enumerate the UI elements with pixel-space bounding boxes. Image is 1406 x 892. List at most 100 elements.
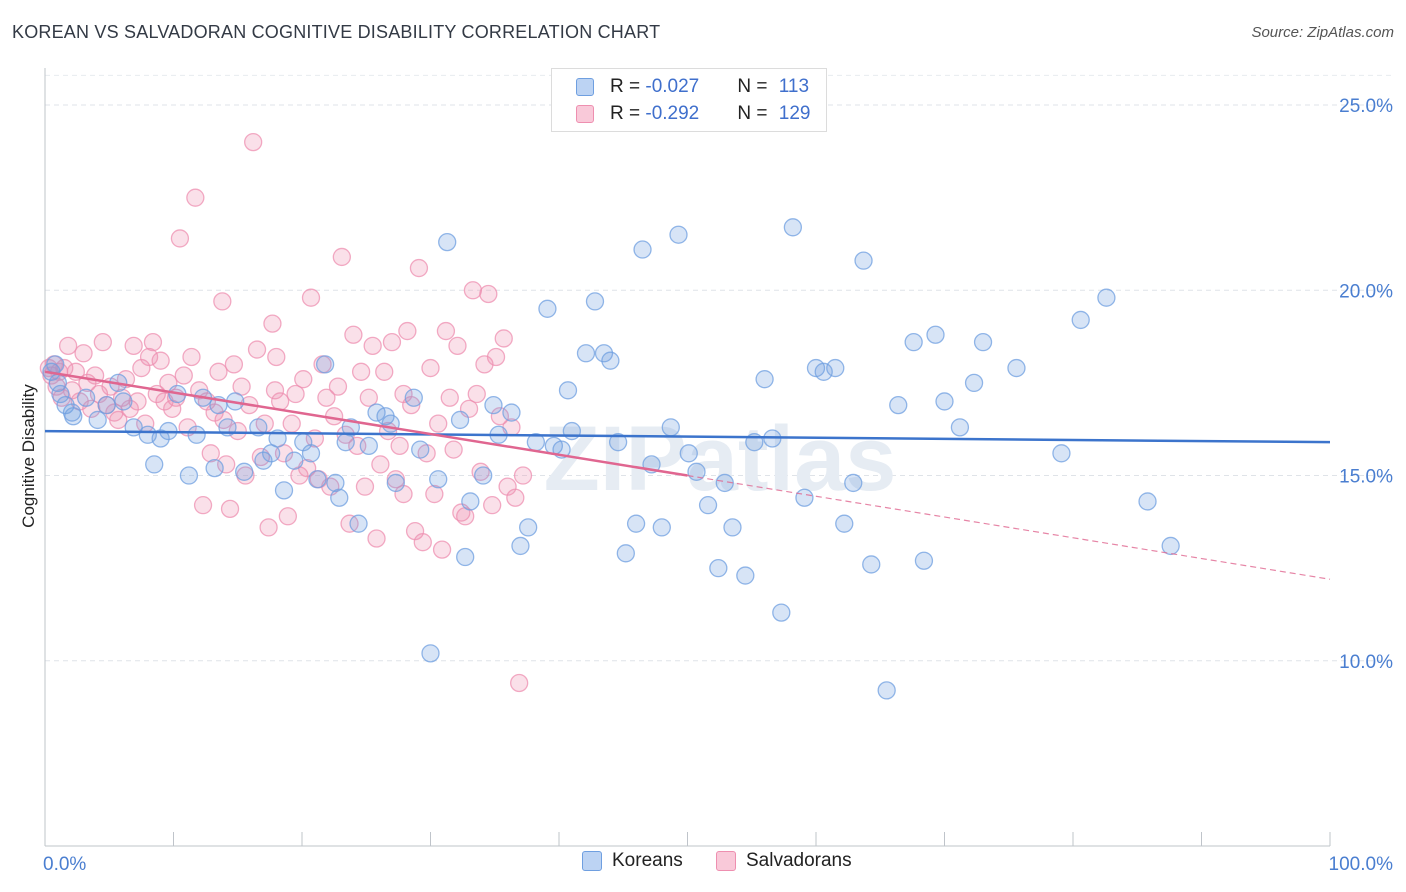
salvadoran-point xyxy=(93,333,112,352)
korean-point xyxy=(964,373,984,393)
koreans-legend-label: Koreans xyxy=(612,850,683,871)
salvadoran-point xyxy=(139,347,159,367)
salvadoran-point xyxy=(429,414,448,433)
salvadorans-legend-swatch xyxy=(716,851,736,871)
salvadoran-point xyxy=(444,440,463,459)
y-tick-label: 20.0% xyxy=(1339,281,1393,302)
y-axis-label: Cognitive Disability xyxy=(19,384,38,528)
korean-point xyxy=(367,403,386,422)
r-label: R = xyxy=(610,103,646,124)
korean-point xyxy=(723,518,742,537)
korean-point xyxy=(254,451,273,470)
salvadoran-point xyxy=(209,362,228,381)
salvadoran-point xyxy=(263,314,282,333)
korean-point xyxy=(274,481,294,500)
korean-point xyxy=(450,410,470,430)
salvadoran-point xyxy=(490,407,510,426)
korean-point xyxy=(826,358,845,378)
korean-point xyxy=(715,473,734,493)
x-tick-label: 0.0% xyxy=(43,854,86,875)
salvadoran-point xyxy=(265,381,285,400)
salvadoran-point xyxy=(278,507,298,526)
korean-point xyxy=(1097,288,1116,307)
korean-point xyxy=(179,466,199,485)
salvadoran-point xyxy=(402,395,421,415)
korean-point xyxy=(88,410,107,430)
salvadoran-point xyxy=(286,384,305,404)
korean-point xyxy=(1071,310,1090,330)
korean-point xyxy=(285,451,304,470)
korean-point xyxy=(736,566,755,585)
legend-item-salvadorans[interactable]: Salvadorans xyxy=(716,850,852,872)
korean-point xyxy=(950,418,970,437)
korean-point xyxy=(1161,536,1180,556)
salvadoran-point xyxy=(193,496,213,515)
korean-point xyxy=(438,232,457,252)
korean-point xyxy=(616,544,635,563)
korean-point xyxy=(404,388,423,407)
korean-point xyxy=(783,218,803,237)
korean-point xyxy=(576,344,596,363)
korean-point xyxy=(502,403,521,422)
korean-point xyxy=(626,514,646,533)
korean-point xyxy=(421,644,440,663)
salvadoran-point xyxy=(409,258,429,278)
watermark: ZIPatlas xyxy=(544,408,897,510)
y-tick-label: 25.0% xyxy=(1339,96,1393,117)
salvadoran-point xyxy=(74,344,93,363)
korean-point xyxy=(862,555,881,574)
salvadoran-point xyxy=(448,336,467,356)
korean-point xyxy=(844,473,863,493)
korean-point xyxy=(669,225,688,244)
salvadoran-point xyxy=(510,673,529,693)
korean-point xyxy=(411,440,430,459)
salvadoran-point xyxy=(375,362,394,381)
salvadoran-point xyxy=(213,292,232,311)
korean-point xyxy=(904,333,923,352)
korean-point xyxy=(585,292,605,311)
salvadoran-point xyxy=(359,388,378,407)
korean-point xyxy=(484,395,503,415)
salvadoran-point xyxy=(120,399,139,418)
salvadoran-point xyxy=(467,384,486,404)
korean-point xyxy=(349,514,368,533)
korean-point xyxy=(51,384,70,404)
korean-point xyxy=(205,458,224,478)
korean-point xyxy=(594,344,614,363)
salvadoran-point xyxy=(247,340,267,359)
salvadoran-point xyxy=(440,388,459,407)
salvadoran-point xyxy=(294,370,313,389)
n-value: 129 xyxy=(778,103,811,124)
salvadoran-point xyxy=(151,351,170,370)
salvadoran-point xyxy=(506,488,525,507)
salvadoran-point xyxy=(328,377,348,396)
axes xyxy=(44,68,1331,847)
korean-point xyxy=(935,392,954,411)
korean-point xyxy=(474,466,493,485)
stats-row-salvadorans: R = -0.292 N = 129 xyxy=(576,101,810,127)
korean-point xyxy=(679,444,698,463)
x-tick-label: 100.0% xyxy=(1329,854,1394,875)
salvadoran-point xyxy=(228,421,247,441)
salvadoran-point xyxy=(82,399,101,418)
legend-item-koreans[interactable]: Koreans xyxy=(582,850,683,872)
korean-point xyxy=(429,470,448,489)
y-tick-label: 10.0% xyxy=(1339,652,1393,673)
salvadoran-point xyxy=(186,188,205,207)
salvadoran-point xyxy=(355,477,375,496)
korean-point xyxy=(359,436,378,456)
korean-point xyxy=(386,473,405,493)
n-label: N = xyxy=(737,103,773,124)
salvadoran-point xyxy=(363,336,382,356)
korean-point xyxy=(315,355,335,374)
salvadoran-point xyxy=(494,329,513,348)
korean-point xyxy=(661,418,680,437)
salvadoran-point xyxy=(128,392,147,411)
korean-point xyxy=(519,518,538,537)
salvadorans-legend-label: Salvadorans xyxy=(746,850,852,871)
salvadoran-point xyxy=(344,325,363,344)
salvadoran-point xyxy=(398,321,417,341)
korean-point xyxy=(835,514,854,533)
korean-point xyxy=(97,395,116,415)
